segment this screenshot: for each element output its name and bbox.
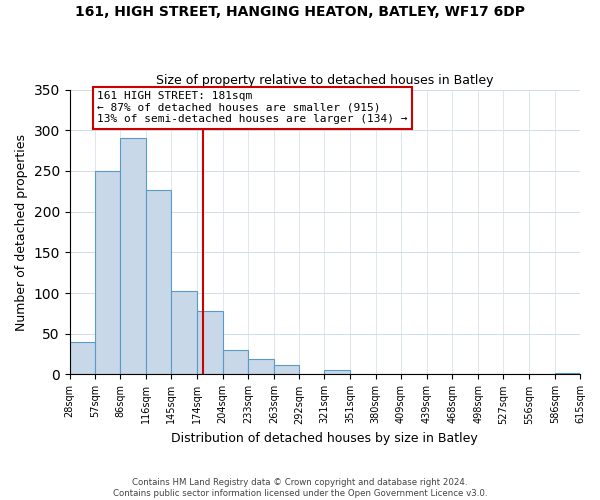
- Bar: [146, 190, 172, 374]
- Y-axis label: Number of detached properties: Number of detached properties: [15, 134, 28, 330]
- Bar: [325, 370, 350, 374]
- Bar: [555, 373, 580, 374]
- Bar: [223, 350, 248, 374]
- Bar: [70, 342, 95, 374]
- Bar: [248, 359, 274, 374]
- Text: Contains HM Land Registry data © Crown copyright and database right 2024.
Contai: Contains HM Land Registry data © Crown c…: [113, 478, 487, 498]
- Bar: [172, 290, 197, 374]
- Title: Size of property relative to detached houses in Batley: Size of property relative to detached ho…: [156, 74, 494, 87]
- Bar: [197, 311, 223, 374]
- Bar: [95, 171, 120, 374]
- Text: 161 HIGH STREET: 181sqm
← 87% of detached houses are smaller (915)
13% of semi-d: 161 HIGH STREET: 181sqm ← 87% of detache…: [97, 91, 408, 124]
- Bar: [274, 366, 299, 374]
- X-axis label: Distribution of detached houses by size in Batley: Distribution of detached houses by size …: [172, 432, 478, 445]
- Text: 161, HIGH STREET, HANGING HEATON, BATLEY, WF17 6DP: 161, HIGH STREET, HANGING HEATON, BATLEY…: [75, 5, 525, 19]
- Bar: [120, 138, 146, 374]
